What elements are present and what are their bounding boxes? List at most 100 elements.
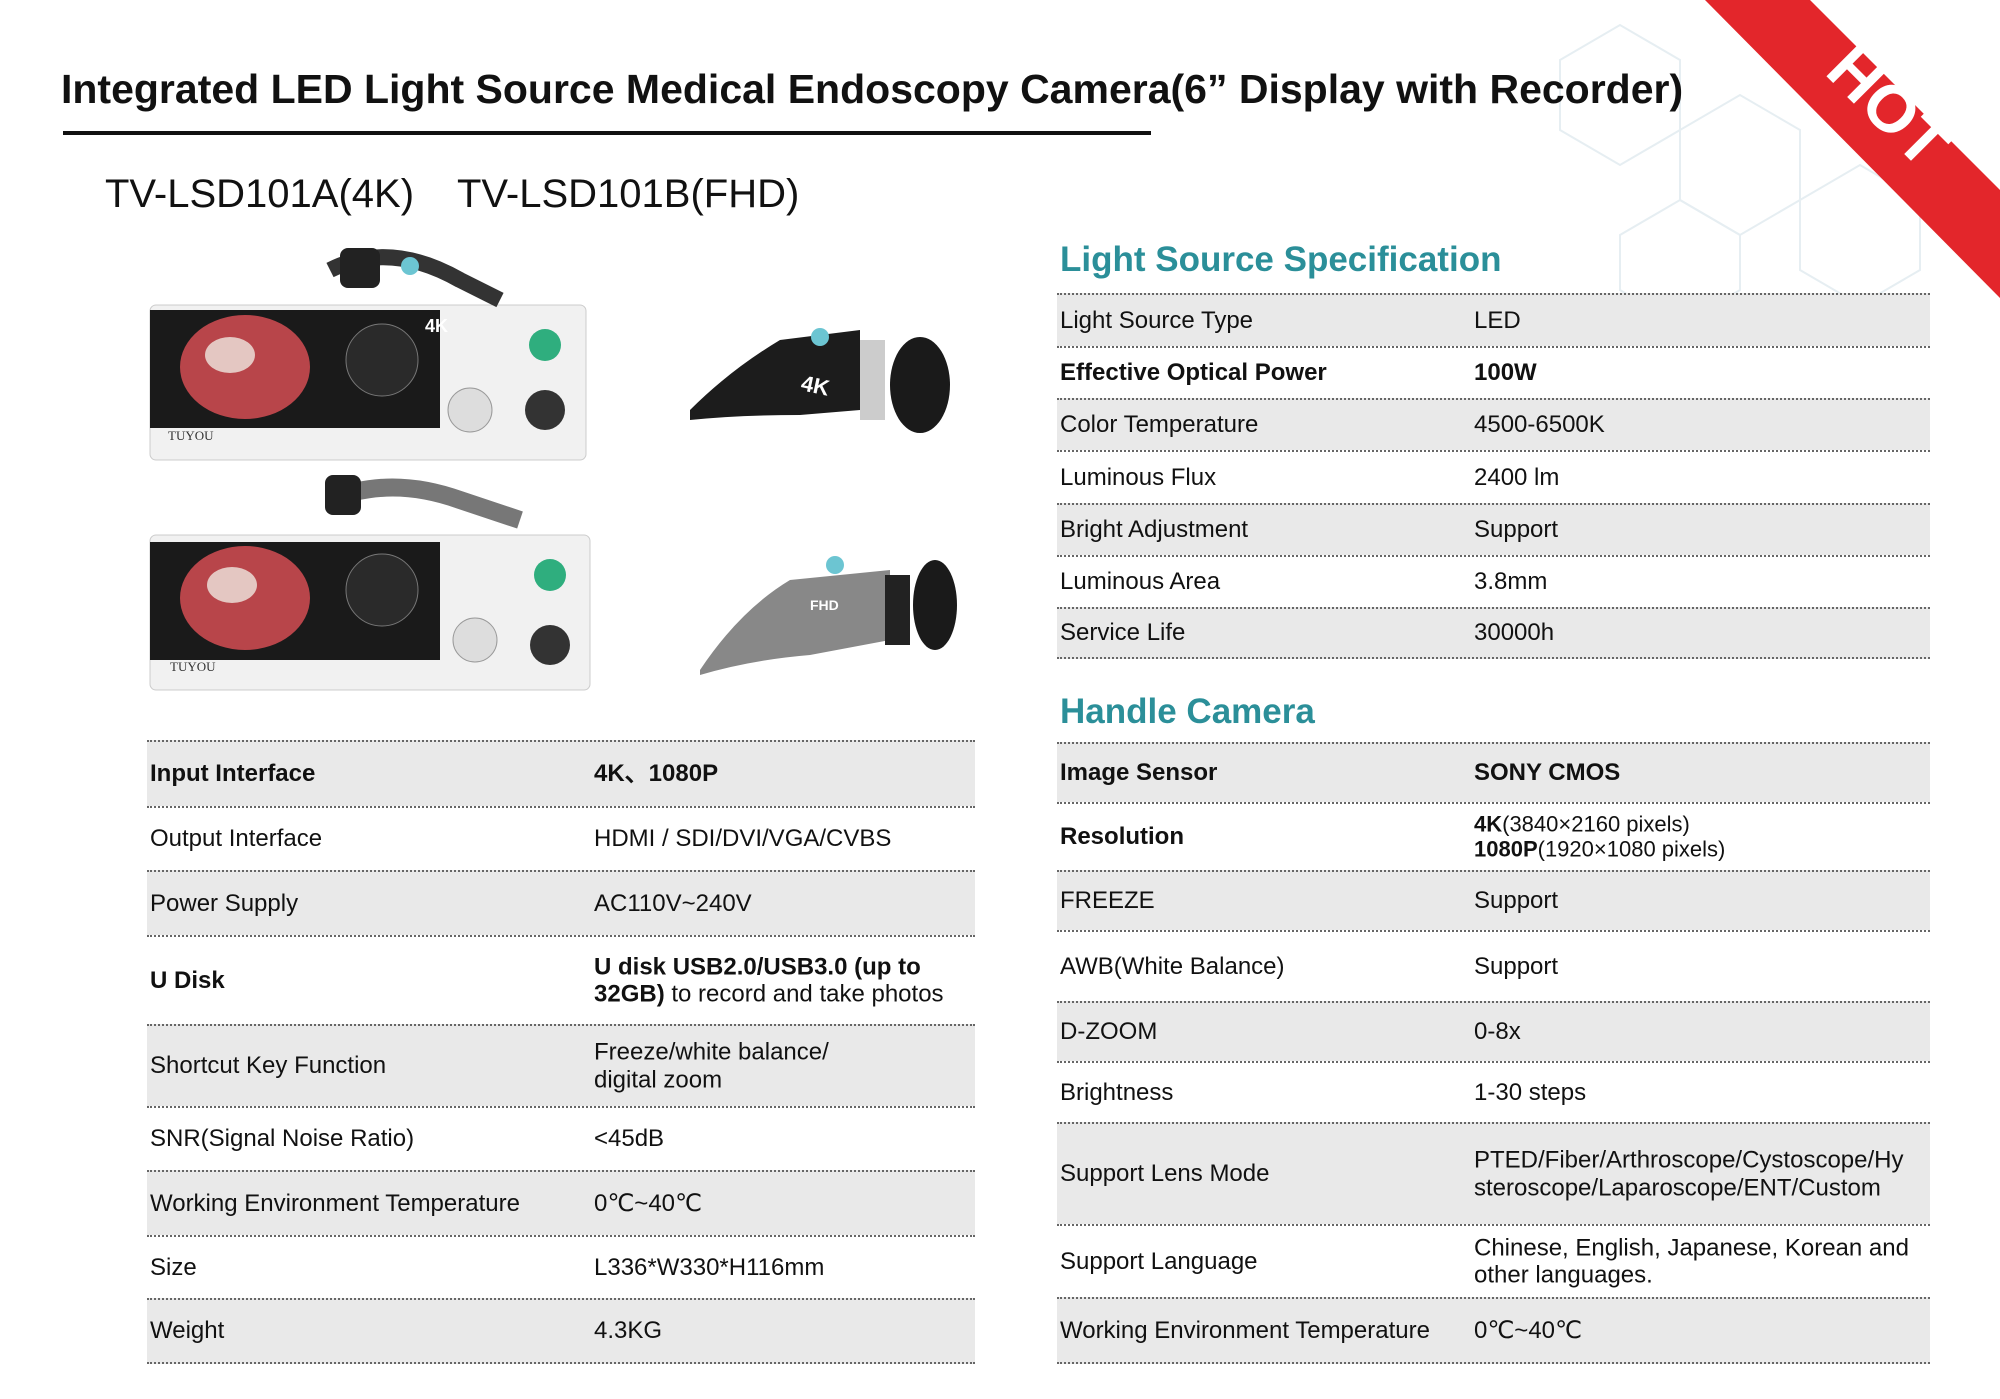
row-label: Effective Optical Power bbox=[1060, 359, 1327, 387]
row-label: AWB(White Balance) bbox=[1060, 952, 1285, 980]
row-value: 3.8mm bbox=[1474, 568, 1548, 596]
row-label: Support Lens Mode bbox=[1060, 1160, 1270, 1188]
camera-label: 4K bbox=[799, 370, 832, 400]
table-row: SNR(Signal Noise Ratio) <45dB bbox=[147, 1106, 975, 1170]
row-label: Brightness bbox=[1060, 1078, 1174, 1106]
value-segment: (1920×1080 pixels) bbox=[1537, 837, 1726, 862]
row-label: Power Supply bbox=[150, 889, 299, 917]
page-title: Integrated LED Light Source Medical Endo… bbox=[61, 66, 1684, 112]
row-label: FREEZE bbox=[1060, 887, 1155, 915]
value-line: 1080P(1920×1080 pixels) bbox=[1474, 837, 1725, 862]
table-row: Power Supply AC110V~240V bbox=[147, 870, 975, 935]
row-value: 4K、1080P bbox=[594, 760, 719, 788]
row-value: AC110V~240V bbox=[594, 889, 752, 917]
section-title: Light Source Specification bbox=[1060, 240, 1502, 279]
value-line: 4K(3840×2160 pixels) bbox=[1474, 812, 1725, 837]
row-value: Freeze/white balance/ digital zoom bbox=[594, 1038, 829, 1093]
hex-pattern bbox=[1559, 23, 1921, 327]
row-label: Support Language bbox=[1060, 1247, 1258, 1275]
row-value: <45dB bbox=[594, 1125, 665, 1153]
table-row: FREEZE Support bbox=[1057, 870, 1930, 930]
table-row: Resolution 4K(3840×2160 pixels) 1080P(1920… bbox=[1057, 802, 1930, 870]
row-value: LED bbox=[1474, 306, 1521, 334]
row-label: Input Interface bbox=[150, 760, 316, 788]
table-row: Weight 4.3KG bbox=[147, 1298, 975, 1364]
row-label: U Disk bbox=[150, 966, 225, 994]
row-label: Size bbox=[150, 1253, 197, 1281]
table-row: D-ZOOM 0-8x bbox=[1057, 1001, 1930, 1061]
table-row: Luminous Flux 2400 lm bbox=[1057, 450, 1930, 503]
table-row: Service Life 30000h bbox=[1057, 607, 1930, 659]
row-value: HDMI / SDI/DVI/VGA/CVBS bbox=[594, 825, 892, 853]
table-row: Working Environment Temperature 0℃~40℃ bbox=[147, 1170, 975, 1235]
brand: TUYOU bbox=[168, 428, 214, 443]
row-value: 0℃~40℃ bbox=[1474, 1316, 1582, 1344]
row-label: Luminous Flux bbox=[1060, 463, 1217, 491]
table-row: Size L336*W330*H116mm bbox=[147, 1235, 975, 1298]
table-row: Bright Adjustment Support bbox=[1057, 503, 1930, 555]
row-label: D-ZOOM bbox=[1060, 1018, 1158, 1046]
row-label: Light Source Type bbox=[1060, 306, 1254, 334]
value-segment: 1080P bbox=[1474, 837, 1538, 862]
console-badge: 4K bbox=[425, 316, 448, 336]
table-row: Image Sensor SONY CMOS bbox=[1057, 742, 1930, 802]
row-value: Support bbox=[1474, 516, 1559, 544]
table-row: Input Interface 4K、1080P bbox=[147, 740, 975, 806]
table-row: Brightness 1-30 steps bbox=[1057, 1061, 1930, 1122]
table-row: Color Temperature 4500-6500K bbox=[1057, 398, 1930, 450]
row-value: 4500-6500K bbox=[1474, 411, 1605, 439]
row-value: Chinese, English, Japanese, Korean and o… bbox=[1474, 1233, 1909, 1289]
table-row: AWB(White Balance) Support bbox=[1057, 930, 1930, 1001]
row-value: 4.3KG bbox=[594, 1317, 663, 1345]
row-value: SONY CMOS bbox=[1474, 759, 1621, 787]
table-row: Light Source Type LED bbox=[1057, 293, 1930, 346]
row-label: SNR(Signal Noise Ratio) bbox=[150, 1125, 415, 1153]
row-value: 100W bbox=[1474, 359, 1537, 387]
row-label: Image Sensor bbox=[1060, 759, 1218, 787]
row-value: PTED/Fiber/Arthroscope/Cystoscope/Hy ste… bbox=[1474, 1146, 1904, 1201]
row-value: 0℃~40℃ bbox=[594, 1189, 702, 1217]
row-label: Weight bbox=[150, 1317, 225, 1345]
row-value: 0-8x bbox=[1474, 1018, 1521, 1046]
model-name: TV-LSD101B(FHD) bbox=[457, 172, 800, 216]
table-row: Output Interface HDMI / SDI/DVI/VGA/CVBS bbox=[147, 806, 975, 870]
table-row: Support Language Chinese, English, Japane… bbox=[1057, 1224, 1930, 1297]
brand: TUYOU bbox=[170, 659, 216, 674]
row-label: Bright Adjustment bbox=[1060, 516, 1249, 544]
table-row: Working Environment Temperature 0℃~40℃ bbox=[1057, 1297, 1930, 1364]
row-value: 4K(3840×2160 pixels) 1080P(1920×1080 pixe… bbox=[1474, 812, 1725, 863]
console-image: TUYOU bbox=[149, 475, 591, 691]
table-row: Effective Optical Power 100W bbox=[1057, 346, 1930, 398]
model-name: TV-LSD101A(4K) bbox=[105, 172, 415, 216]
camera-fhd-image: FHD bbox=[700, 556, 957, 675]
row-label: Color Temperature bbox=[1060, 411, 1259, 439]
row-label: Service Life bbox=[1060, 619, 1186, 647]
row-value: Support bbox=[1474, 952, 1559, 980]
value-segment: to record and take photos bbox=[664, 980, 944, 1008]
table-row: Luminous Area 3.8mm bbox=[1057, 555, 1930, 607]
row-label: Working Environment Temperature bbox=[1060, 1316, 1430, 1344]
row-label: Luminous Area bbox=[1060, 568, 1221, 596]
row-label: Working Environment Temperature bbox=[150, 1189, 520, 1217]
console-image: 4K TUYOU bbox=[149, 248, 587, 461]
row-value: 2400 lm bbox=[1474, 463, 1560, 491]
table-row: U Disk U disk USB2.0/USB3.0 (up to 32GB) … bbox=[147, 935, 975, 1024]
row-value: L336*W330*H116mm bbox=[594, 1253, 825, 1281]
camera-label: FHD bbox=[810, 597, 839, 613]
row-value: Support bbox=[1474, 887, 1559, 915]
row-value: U disk USB2.0/USB3.0 (up to 32GB) to rec… bbox=[594, 953, 944, 1008]
row-value: 30000h bbox=[1474, 619, 1555, 647]
camera-4k-image: 4K bbox=[690, 328, 950, 433]
table-row: Support Lens Mode PTED/Fiber/Arthroscope/… bbox=[1057, 1122, 1930, 1224]
row-label: Resolution bbox=[1060, 823, 1184, 851]
value-segment: U disk USB2.0/USB3.0 (up to 32GB) bbox=[594, 952, 921, 1008]
table-row: Shortcut Key Function Freeze/white balanc… bbox=[147, 1024, 975, 1106]
value-segment: 4K bbox=[1474, 811, 1503, 837]
hot-ribbon bbox=[1705, 0, 2000, 298]
title-underline bbox=[63, 131, 1151, 135]
row-value: 1-30 steps bbox=[1474, 1078, 1587, 1106]
section-title: Handle Camera bbox=[1060, 692, 1315, 731]
value-segment: (3840×2160 pixels) bbox=[1502, 811, 1690, 837]
